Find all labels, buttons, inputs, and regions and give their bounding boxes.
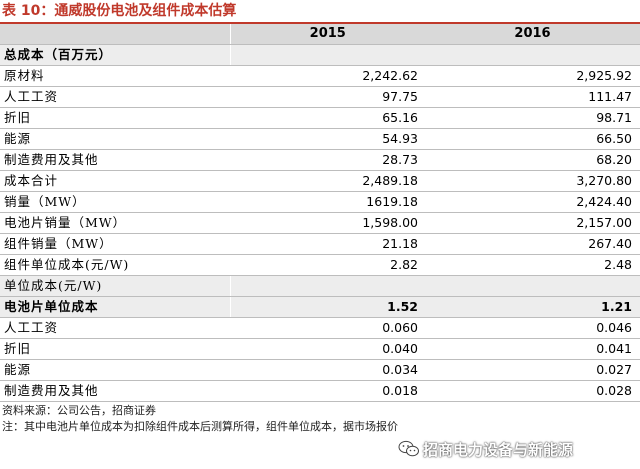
value-2016: 0.041 <box>425 338 640 361</box>
value-2016: 3,270.80 <box>425 170 640 193</box>
value-2016: 0.027 <box>425 359 640 382</box>
table-row: 人工工资 97.75 111.47 <box>0 86 640 109</box>
table-title: 表 10：通威股份电池及组件成本估算 <box>2 3 237 19</box>
value-2015: 97.75 <box>229 86 425 109</box>
header-label-cell <box>0 24 230 46</box>
row-label: 单位成本(元/W) <box>0 275 230 298</box>
value-2016: 0.028 <box>425 380 640 403</box>
row-label: 折旧 <box>0 107 230 130</box>
value-2016 <box>425 44 640 67</box>
row-label: 能源 <box>0 359 230 382</box>
value-2016: 0.046 <box>425 317 640 340</box>
row-label: 销量（MW） <box>0 191 230 214</box>
value-2015: 65.16 <box>229 107 425 130</box>
value-2015: 1619.18 <box>229 191 425 214</box>
row-label: 电池片单位成本 <box>0 296 230 319</box>
table-row: 单位成本(元/W) <box>0 275 640 298</box>
table-row: 组件销量（MW） 21.18 267.40 <box>0 233 640 256</box>
table-row: 能源 54.93 66.50 <box>0 128 640 151</box>
watermark-text: 招商电力设备与新能源 <box>423 440 574 459</box>
value-2015: 2,242.62 <box>229 65 425 88</box>
value-2015: 2,489.18 <box>229 170 425 193</box>
value-2016: 98.71 <box>425 107 640 130</box>
value-2016: 2.48 <box>425 254 640 277</box>
table-row: 销量（MW） 1619.18 2,424.40 <box>0 191 640 214</box>
table-row: 原材料 2,242.62 2,925.92 <box>0 65 640 88</box>
cost-table: 2015 2016 总成本（百万元） 原材料 2,242.62 2,925.92 人工工… <box>0 24 640 403</box>
value-2016 <box>425 275 640 298</box>
table-row: 电池片单位成本 1.52 1.21 <box>0 296 640 319</box>
title-divider <box>0 22 640 24</box>
value-2016: 111.47 <box>425 86 640 109</box>
value-2016: 68.20 <box>425 149 640 172</box>
value-2015: 0.034 <box>229 359 425 382</box>
value-2016: 1.21 <box>425 296 640 319</box>
value-2015: 54.93 <box>229 128 425 151</box>
value-2015: 1,598.00 <box>229 212 425 235</box>
row-label: 总成本（百万元） <box>0 44 230 67</box>
header-2016: 2016 <box>425 24 640 46</box>
row-label: 组件单位成本(元/W) <box>0 254 230 277</box>
value-2015: 0.040 <box>229 338 425 361</box>
row-label: 能源 <box>0 128 230 151</box>
row-label: 制造费用及其他 <box>0 380 230 403</box>
table-row: 成本合计 2,489.18 3,270.80 <box>0 170 640 193</box>
table-row: 能源 0.034 0.027 <box>0 359 640 382</box>
value-2016: 267.40 <box>425 233 640 256</box>
row-label: 电池片销量（MW） <box>0 212 230 235</box>
value-2016: 2,424.40 <box>425 191 640 214</box>
row-label: 人工工资 <box>0 317 230 340</box>
watermark: 招商电力设备与新能源 <box>398 436 573 462</box>
value-2016: 66.50 <box>425 128 640 151</box>
value-2015: 0.018 <box>229 380 425 403</box>
table-row: 折旧 0.040 0.041 <box>0 338 640 361</box>
table-row: 制造费用及其他 28.73 68.20 <box>0 149 640 172</box>
row-label: 人工工资 <box>0 86 230 109</box>
table-notes: 资料来源：公司公告，招商证券 注：其中电池片单位成本为扣除组件成本后测算所得，组… <box>2 403 638 435</box>
table-row: 制造费用及其他 0.018 0.028 <box>0 380 640 403</box>
value-2015: 28.73 <box>229 149 425 172</box>
value-2016: 2,157.00 <box>425 212 640 235</box>
table-row: 组件单位成本(元/W) 2.82 2.48 <box>0 254 640 277</box>
row-label: 成本合计 <box>0 170 230 193</box>
source-note: 资料来源：公司公告，招商证券 <box>2 404 156 417</box>
row-label: 折旧 <box>0 338 230 361</box>
table-row: 人工工资 0.060 0.046 <box>0 317 640 340</box>
table-header-row: 2015 2016 <box>0 24 640 46</box>
value-2015 <box>229 44 425 67</box>
value-2016: 2,925.92 <box>425 65 640 88</box>
wechat-icon <box>398 440 419 457</box>
row-label: 原材料 <box>0 65 230 88</box>
row-label: 组件销量（MW） <box>0 233 230 256</box>
header-2015: 2015 <box>229 24 425 46</box>
value-2015 <box>229 275 425 298</box>
table-row: 电池片销量（MW） 1,598.00 2,157.00 <box>0 212 640 235</box>
value-2015: 2.82 <box>229 254 425 277</box>
value-2015: 0.060 <box>229 317 425 340</box>
row-label: 制造费用及其他 <box>0 149 230 172</box>
table-row: 总成本（百万元） <box>0 44 640 67</box>
value-2015: 1.52 <box>229 296 425 319</box>
value-2015: 21.18 <box>229 233 425 256</box>
table-row: 折旧 65.16 98.71 <box>0 107 640 130</box>
footnote: 注：其中电池片单位成本为扣除组件成本后测算所得，组件单位成本，据市场报价 <box>2 420 398 433</box>
